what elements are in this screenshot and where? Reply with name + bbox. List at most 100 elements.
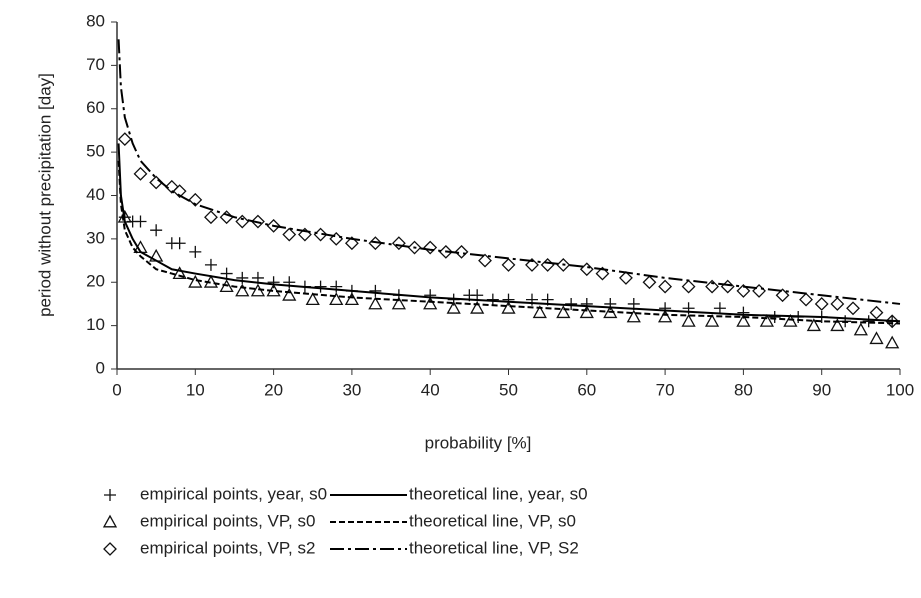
data-point bbox=[642, 275, 657, 290]
data-point bbox=[235, 283, 250, 297]
data-point bbox=[540, 257, 555, 272]
data-point bbox=[595, 266, 610, 281]
y-tick-label: 70 bbox=[86, 55, 105, 74]
data-point bbox=[369, 284, 382, 297]
x-tick-label: 60 bbox=[577, 380, 596, 399]
data-point bbox=[565, 297, 578, 310]
data-point bbox=[580, 297, 593, 310]
data-point bbox=[502, 293, 515, 306]
x-tick-label: 20 bbox=[264, 380, 283, 399]
data-point bbox=[619, 270, 633, 285]
data-point bbox=[438, 244, 453, 259]
x-tick-label: 90 bbox=[812, 380, 831, 399]
data-point bbox=[305, 292, 320, 306]
y-tick-label: 0 bbox=[96, 358, 105, 377]
data-point bbox=[164, 179, 179, 194]
data-point bbox=[885, 314, 900, 329]
data-point bbox=[478, 253, 492, 268]
data-point bbox=[189, 245, 202, 258]
data-point bbox=[869, 331, 884, 345]
data-point bbox=[219, 210, 234, 225]
data-point bbox=[188, 274, 203, 288]
legend-label: theoretical line, VP, S2 bbox=[409, 538, 579, 557]
data-point bbox=[579, 305, 594, 319]
data-point bbox=[173, 237, 186, 250]
data-point bbox=[846, 301, 860, 316]
data-point bbox=[470, 300, 485, 314]
legend-symbol bbox=[103, 542, 117, 556]
legend-label: theoretical line, VP, s0 bbox=[409, 511, 576, 530]
data-point bbox=[329, 292, 344, 306]
data-point bbox=[117, 132, 132, 147]
data-point bbox=[853, 322, 868, 336]
data-point bbox=[681, 313, 696, 327]
legend-label: empirical points, VP, s0 bbox=[140, 511, 315, 530]
data-point bbox=[659, 302, 672, 315]
y-axis-label: period without precipitation [day] bbox=[35, 73, 54, 317]
y-tick-label: 40 bbox=[86, 185, 105, 204]
data-point bbox=[720, 279, 735, 294]
x-tick-label: 100 bbox=[886, 380, 914, 399]
data-point bbox=[172, 184, 187, 199]
data-point bbox=[204, 258, 217, 271]
data-point bbox=[713, 302, 726, 315]
data-point bbox=[736, 284, 751, 298]
data-point bbox=[454, 244, 469, 259]
data-point bbox=[220, 267, 233, 280]
data-point bbox=[423, 296, 438, 310]
legend-symbol bbox=[104, 489, 116, 501]
data-point bbox=[525, 257, 539, 272]
data-point bbox=[235, 214, 250, 229]
data-point bbox=[368, 296, 383, 310]
data-point bbox=[752, 284, 766, 298]
legend-label: empirical points, VP, s2 bbox=[140, 538, 315, 557]
data-point bbox=[134, 215, 147, 228]
data-point bbox=[501, 257, 516, 272]
data-point bbox=[759, 313, 774, 327]
y-tick-label: 10 bbox=[86, 315, 105, 334]
data-point bbox=[579, 262, 594, 277]
theoretical-line bbox=[117, 39, 901, 305]
data-point bbox=[391, 236, 406, 251]
data-point bbox=[869, 305, 884, 320]
data-point bbox=[423, 240, 438, 255]
data-point bbox=[251, 214, 265, 229]
data-point bbox=[704, 313, 720, 327]
data-point bbox=[657, 309, 673, 323]
x-tick-label: 30 bbox=[342, 380, 361, 399]
legend-symbol bbox=[102, 514, 118, 528]
theoretical-line bbox=[117, 160, 901, 325]
x-tick-label: 40 bbox=[421, 380, 440, 399]
data-point bbox=[626, 309, 641, 323]
data-point bbox=[344, 292, 360, 306]
data-point bbox=[768, 310, 781, 323]
data-point bbox=[775, 288, 790, 303]
data-point bbox=[150, 224, 163, 237]
data-point bbox=[830, 318, 845, 332]
data-point bbox=[344, 236, 359, 251]
data-point bbox=[282, 287, 297, 301]
data-point bbox=[133, 166, 148, 181]
data-point bbox=[407, 240, 422, 255]
x-tick-label: 80 bbox=[734, 380, 753, 399]
data-point bbox=[830, 297, 845, 311]
data-point bbox=[266, 218, 281, 233]
y-tick-label: 30 bbox=[86, 228, 105, 247]
data-point bbox=[446, 300, 461, 314]
data-point bbox=[267, 276, 280, 289]
data-point bbox=[806, 318, 821, 332]
data-point bbox=[172, 266, 187, 280]
x-tick-label: 70 bbox=[656, 380, 675, 399]
legend-label: theoretical line, year, s0 bbox=[409, 484, 588, 503]
data-point bbox=[424, 289, 437, 302]
y-tick-label: 80 bbox=[86, 11, 105, 30]
data-point bbox=[556, 257, 571, 272]
data-point bbox=[501, 300, 516, 314]
x-tick-label: 50 bbox=[499, 380, 518, 399]
data-point bbox=[885, 335, 900, 349]
data-point bbox=[799, 292, 813, 307]
x-tick-label: 0 bbox=[112, 380, 121, 399]
data-point bbox=[532, 305, 547, 319]
data-point bbox=[188, 192, 203, 207]
